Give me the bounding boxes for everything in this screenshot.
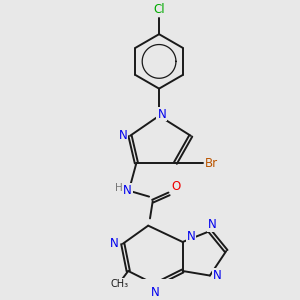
Text: N: N (110, 237, 119, 250)
Text: N: N (213, 269, 221, 282)
Text: N: N (151, 286, 160, 299)
Text: O: O (172, 180, 181, 193)
Text: N: N (118, 129, 127, 142)
Text: Cl: Cl (153, 3, 165, 16)
Text: N: N (158, 107, 166, 121)
Text: H: H (115, 183, 123, 194)
Text: Br: Br (205, 157, 218, 169)
Text: N: N (123, 184, 132, 197)
Text: CH₃: CH₃ (111, 279, 129, 289)
Text: N: N (208, 218, 217, 231)
Text: N: N (187, 230, 195, 243)
